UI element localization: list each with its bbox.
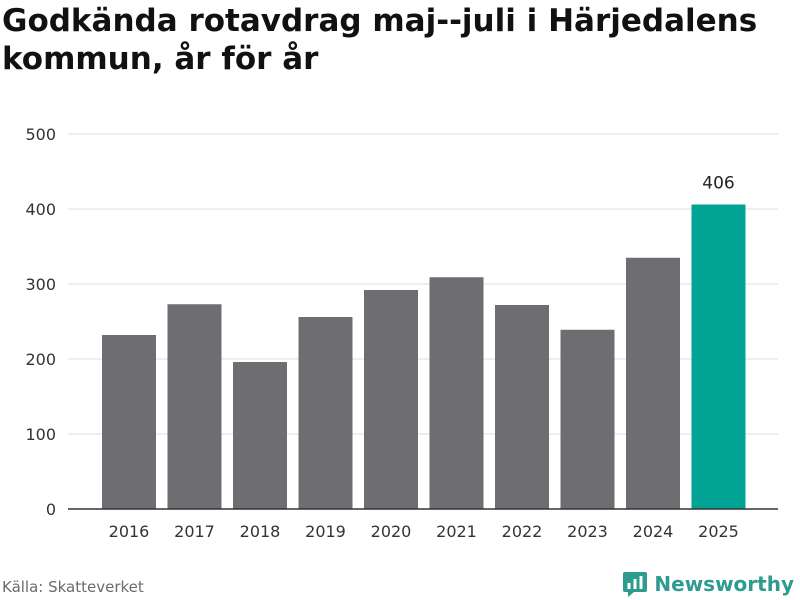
- bar-2021: [429, 277, 484, 509]
- x-tick-label: 2024: [633, 522, 674, 541]
- x-tick-label: 2021: [436, 522, 477, 541]
- data-labels: 406: [702, 174, 734, 194]
- y-tick-label: 200: [25, 350, 56, 369]
- bar-2019: [298, 317, 353, 509]
- bar-2022: [495, 305, 549, 509]
- data-label: 406: [702, 174, 734, 194]
- chart-title: Godkända rotavdrag maj--juli i Härjedale…: [2, 3, 758, 77]
- x-tick-label: 2016: [109, 522, 150, 541]
- x-tick-label: 2022: [502, 522, 543, 541]
- y-tick-label: 0: [46, 500, 56, 519]
- brand-name: Newsworthy: [654, 572, 794, 596]
- axes: 0 100 200 300 400 500 2016 2017 2018 2019 2020 2021…: [25, 125, 778, 541]
- bar-2024: [626, 257, 680, 509]
- x-tick-label: 2020: [371, 522, 412, 541]
- y-tick-label: 100: [25, 425, 56, 444]
- bar-2023: [560, 329, 615, 509]
- x-tick-label: 2018: [240, 522, 281, 541]
- x-tick-label: 2023: [567, 522, 608, 541]
- y-tick-label: 500: [25, 125, 56, 144]
- x-tick-label: 2025: [698, 522, 739, 541]
- brand: Newsworthy: [622, 570, 794, 598]
- x-tick-label: 2019: [305, 522, 346, 541]
- bar-2016: [102, 335, 156, 509]
- source-note: Källa: Skatteverket: [2, 578, 144, 596]
- bars: [102, 204, 746, 509]
- x-tick-label: 2017: [174, 522, 215, 541]
- bar-2025: [691, 204, 746, 509]
- bar-2017: [167, 304, 222, 509]
- newsworthy-logo-icon: [623, 572, 648, 597]
- y-tick-label: 300: [25, 275, 56, 294]
- bar-2020: [364, 290, 418, 509]
- bar-2018: [233, 362, 287, 509]
- y-tick-label: 400: [25, 200, 56, 219]
